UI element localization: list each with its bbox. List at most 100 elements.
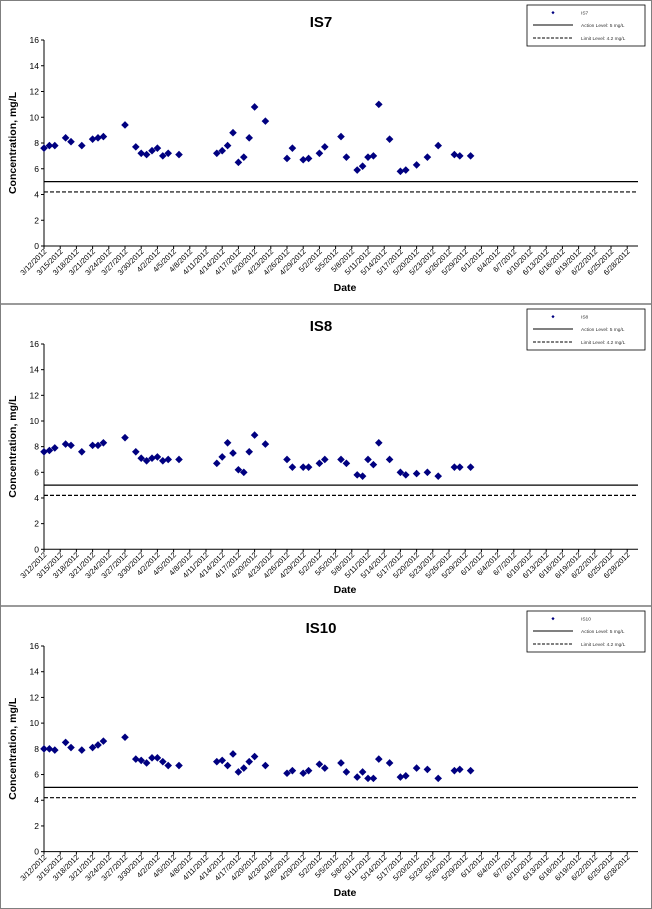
data-point [245,134,253,142]
legend-label-limit: Limit Level: 4.2 mg/L [581,36,626,42]
data-point [164,455,172,464]
data-point [88,441,97,450]
data-point [67,441,75,450]
data-point [99,132,108,141]
legend-label-limit: Limit Level: 4.2 mg/L [581,642,626,648]
chart-is10: IS1002468101214163/12/20123/15/20123/18/… [7,610,646,899]
data-point [402,471,410,479]
chart-panel-is10: IS10 0 2 4 6 8 10 12 14 16 3/12/2012 3/15/2012 3/18/… [1,607,651,908]
data-point [261,761,270,770]
data-point [412,764,421,772]
y-tick-label: 14 [30,365,40,375]
data-point [353,471,361,479]
data-point [223,439,232,447]
data-point [342,768,351,776]
y-tick-label: 4 [34,190,39,200]
legend-label-limit: Limit Level: 4.2 mg/L [581,340,626,346]
data-point [337,455,345,464]
data-point [412,469,421,478]
data-point [142,150,151,159]
y-tick-label: 0 [34,241,39,251]
data-point [369,152,378,160]
data-point [153,453,162,461]
data-point [402,772,410,780]
data-point [456,152,464,160]
x-axis-label: Date [334,887,357,899]
y-tick-label: 16 [30,35,40,45]
data-point [159,757,167,766]
data-point [164,149,172,158]
y-tick-label: 10 [30,416,40,426]
data-point [213,459,221,468]
data-point [353,773,361,781]
data-point [288,766,297,775]
data-point [315,760,324,769]
data-point [223,761,232,770]
data-point [423,765,432,774]
data-point [450,463,459,471]
data-point [283,455,291,464]
data-point [94,441,102,450]
y-tick-label: 6 [34,164,39,174]
data-point [240,468,248,477]
data-point [375,439,383,447]
legend-label-series: IS8 [581,315,589,321]
y-axis-label: Concentration, mg/L [7,91,19,194]
data-point [321,764,329,772]
data-point [175,150,183,159]
data-point [234,465,243,474]
data-point [132,143,140,151]
data-point [315,149,324,158]
data-point [51,444,59,452]
data-point [304,154,313,163]
data-point [434,141,442,150]
data-point [304,463,313,471]
data-point [213,149,221,158]
data-point [121,121,129,129]
data-point [45,141,54,150]
data-point [358,472,367,480]
data-point [358,162,367,170]
data-point [61,440,70,448]
chart-title: IS7 [310,14,333,31]
y-axis-label: Concentration, mg/L [7,697,19,800]
data-point [153,144,162,152]
data-point [321,455,329,464]
y-axis-label: Concentration, mg/L [7,395,19,498]
y-tick-label: 4 [34,493,39,503]
y-tick-label: 14 [30,61,40,71]
data-point [304,766,313,775]
data-point [261,440,270,448]
data-point [396,773,405,781]
legend-label-action: Action Level: 5 mg/L [581,23,625,29]
data-point [153,754,162,762]
data-point [94,134,102,142]
chart-title: IS10 [306,620,337,637]
data-point [299,463,307,471]
data-point [364,774,372,783]
data-point [364,455,372,464]
data-point [121,733,129,742]
data-point [132,755,140,763]
data-point [358,768,367,776]
data-point [218,146,226,155]
data-point [450,766,459,775]
data-point [299,155,307,164]
data-point [175,761,183,770]
y-tick-label: 0 [34,847,39,857]
y-tick-label: 12 [30,692,40,702]
data-point [261,117,270,125]
legend-label-action: Action Level: 5 mg/L [581,327,625,333]
y-tick-label: 4 [34,795,39,805]
data-point [88,743,97,752]
data-point [342,459,351,468]
y-tick-label: 8 [34,744,39,754]
data-point [250,103,259,111]
legend-label-series: IS10 [581,617,591,623]
y-tick-label: 16 [30,339,40,349]
data-point [299,769,307,778]
data-point [402,166,410,174]
data-point [51,141,59,150]
data-point [245,447,253,456]
data-point [234,768,243,776]
